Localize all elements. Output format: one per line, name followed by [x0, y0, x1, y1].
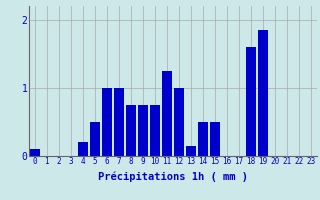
X-axis label: Précipitations 1h ( mm ): Précipitations 1h ( mm ) [98, 172, 248, 182]
Bar [150, 105, 160, 156]
Bar [186, 146, 196, 156]
Bar [246, 47, 256, 156]
Bar [210, 122, 220, 156]
Bar [90, 122, 100, 156]
Bar [162, 71, 172, 156]
Bar [102, 88, 112, 156]
Bar [258, 30, 268, 156]
Bar [114, 88, 124, 156]
Bar [126, 105, 136, 156]
Bar [198, 122, 208, 156]
Bar [30, 149, 40, 156]
Bar [78, 142, 88, 156]
Bar [138, 105, 148, 156]
Bar [174, 88, 184, 156]
